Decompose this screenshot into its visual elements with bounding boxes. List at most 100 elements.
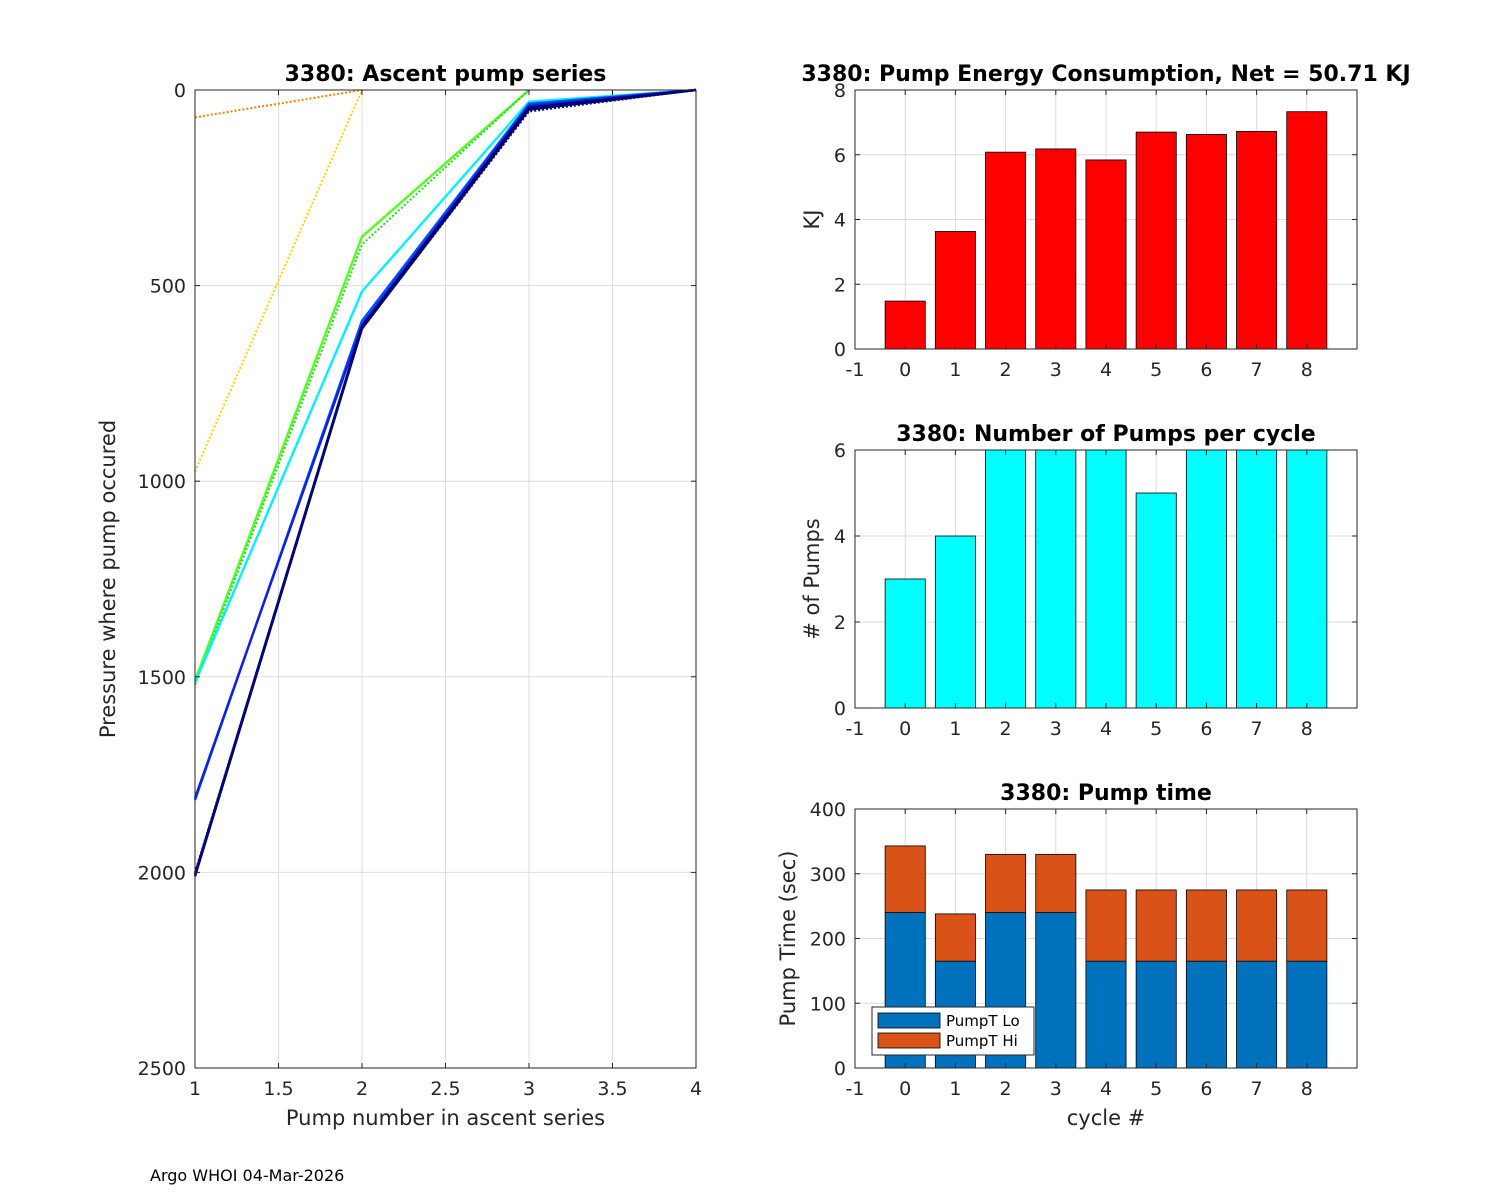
pumps-bar (1236, 449, 1278, 709)
pumptime-xtick-label: 2 (1000, 1078, 1012, 1100)
pumptime-xlabel: cycle # (1067, 1106, 1146, 1130)
pumptime-ytick-label: 100 (810, 993, 846, 1015)
pumptime-ytick-label: 200 (810, 929, 846, 951)
pumptime-ylabel: Pump Time (sec) (776, 851, 800, 1027)
energy-bar (1135, 131, 1177, 350)
energy-bar (934, 231, 976, 350)
pumptime-bar (1135, 889, 1177, 962)
energy-xtick-label: 3 (1050, 359, 1062, 381)
energy-title: 3380: Pump Energy Consumption, Net = 50.… (801, 62, 1410, 87)
pumps-ylabel: # of Pumps (800, 518, 824, 640)
pumptime-xtick-label: 0 (899, 1078, 911, 1100)
energy-xtick-label: 8 (1301, 359, 1313, 381)
pumptime-bar (1185, 889, 1227, 962)
energy-xtick-label: 2 (1000, 359, 1012, 381)
energy-bar (1085, 159, 1127, 350)
pumptime-bar (1035, 912, 1077, 1069)
pumps-ytick-label: 2 (834, 612, 846, 634)
ascent-xtick-label: 3 (523, 1078, 535, 1100)
energy-ytick-label: 0 (834, 339, 846, 361)
pumptime-bar (1185, 960, 1227, 1069)
energy-bar (1035, 148, 1077, 350)
pumptime-bar (1286, 960, 1328, 1069)
pumps-bar (1035, 449, 1077, 709)
energy-xtick-label: 4 (1100, 359, 1112, 381)
pumps-xtick-label: 0 (899, 718, 911, 740)
ascent-xlabel: Pump number in ascent series (286, 1106, 605, 1130)
pumptime-bar (985, 853, 1027, 914)
pumptime-bar (1286, 889, 1328, 962)
pumptime-bar (1236, 889, 1278, 962)
energy-xtick-label: 1 (949, 359, 961, 381)
pumptime-title: 3380: Pump time (1000, 781, 1212, 806)
ascent-ytick-label: 2500 (138, 1058, 186, 1080)
pumptime-bar (1085, 889, 1127, 962)
pumptime-xtick-label: 1 (949, 1078, 961, 1100)
pumps-xtick-label: 6 (1200, 718, 1212, 740)
pumps-xtick-label: 4 (1100, 718, 1112, 740)
energy-ytick-label: 2 (834, 274, 846, 296)
pumps-ytick-label: 0 (834, 698, 846, 720)
energy-ylabel: KJ (800, 210, 824, 230)
pumps-xtick-label: 1 (949, 718, 961, 740)
ascent-xtick-label: 2 (356, 1078, 368, 1100)
pumptime-bar (884, 845, 926, 913)
ascent-ytick-label: 0 (174, 80, 186, 102)
pumps-xtick-label: 5 (1150, 718, 1162, 740)
energy-bar (1185, 133, 1227, 350)
pumps-xtick-label: 3 (1050, 718, 1062, 740)
pumptime-bar (1236, 960, 1278, 1069)
ascent-xtick-label: 1 (189, 1078, 201, 1100)
pumptime-xtick-label: -1 (846, 1078, 865, 1100)
energy-xtick-label: 7 (1251, 359, 1263, 381)
pumps-xtick-label: 8 (1301, 718, 1313, 740)
ascent-series-line (194, 89, 363, 119)
pumptime-xtick-label: 8 (1301, 1078, 1313, 1100)
pumptime-bar (1135, 960, 1177, 1069)
pumps-bar (1085, 449, 1127, 709)
footer-text: Argo WHOI 04-Mar-2026 (150, 1166, 345, 1185)
pumptime-legend-swatch (877, 1012, 941, 1029)
pumps-bar (1286, 449, 1328, 709)
pumps-xtick-label: -1 (846, 718, 865, 740)
pumptime-ytick-label: 0 (834, 1058, 846, 1080)
pumptime-xtick-label: 5 (1150, 1078, 1162, 1100)
pumptime-legend-label: PumpT Hi (946, 1032, 1018, 1050)
pumps-bar (1185, 449, 1227, 709)
pumptime-bar (934, 913, 976, 962)
pumps-ytick-label: 6 (834, 440, 846, 462)
energy-ytick-label: 6 (834, 145, 846, 167)
energy-xtick-label: -1 (846, 359, 865, 381)
pumptime-bar (1035, 853, 1077, 914)
energy-ytick-label: 4 (834, 210, 846, 232)
ascent-xtick-label: 3.5 (597, 1078, 627, 1100)
energy-bar (1236, 131, 1278, 350)
energy-bar (884, 300, 926, 350)
ascent-ytick-label: 1500 (138, 667, 186, 689)
energy-xtick-label: 5 (1150, 359, 1162, 381)
ascent-series-line (194, 89, 530, 685)
pumps-xtick-label: 2 (1000, 718, 1012, 740)
pumptime-xtick-label: 7 (1251, 1078, 1263, 1100)
pumptime-legend-swatch (877, 1032, 941, 1049)
ascent-series-line (194, 89, 697, 873)
ascent-series-line (193, 89, 530, 682)
pumptime-ytick-label: 400 (810, 799, 846, 821)
ascent-ytick-label: 2000 (138, 862, 186, 884)
ascent-ytick-label: 500 (150, 276, 186, 298)
ascent-xtick-label: 2.5 (430, 1078, 460, 1100)
ascent-xtick-label: 1.5 (263, 1078, 293, 1100)
ascent-xtick-label: 4 (690, 1078, 702, 1100)
pumptime-legend-label: PumpT Lo (946, 1012, 1020, 1030)
pumps-bar (1135, 492, 1177, 709)
pumps-bar (985, 449, 1027, 709)
pumps-title: 3380: Number of Pumps per cycle (896, 422, 1315, 447)
energy-bar (985, 151, 1027, 350)
pumptime-ytick-label: 300 (810, 864, 846, 886)
pumptime-xtick-label: 4 (1100, 1078, 1112, 1100)
energy-xtick-label: 0 (899, 359, 911, 381)
pumps-ytick-label: 4 (834, 526, 846, 548)
pumptime-bar (1085, 960, 1127, 1069)
ascent-series-line (193, 88, 697, 877)
